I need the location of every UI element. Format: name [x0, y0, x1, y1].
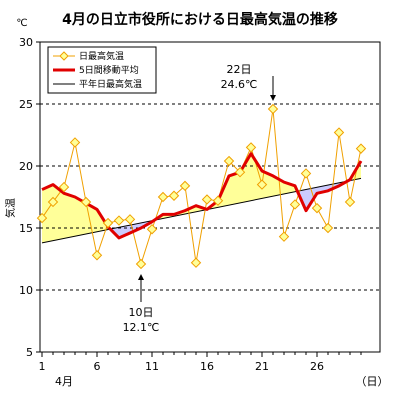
daily-max-point: [135, 258, 147, 270]
x-tick-label: 21: [255, 360, 269, 373]
daily-max-point: [69, 137, 81, 148]
annotation-arrow-head: [138, 273, 144, 280]
daily-max-point: [102, 217, 114, 229]
daily-max-point: [267, 103, 279, 115]
legend-label: 5日間移動平均: [79, 64, 139, 76]
daily-max-point: [36, 212, 48, 224]
deviation-fill: [262, 170, 273, 199]
legend-label: 平年日最高気温: [79, 78, 142, 90]
y-tick-label: 10: [19, 284, 33, 297]
x-tick-label: 16: [200, 360, 214, 373]
daily-max-point: [201, 194, 213, 205]
daily-max-point: [190, 257, 202, 268]
legend-marker-daily: [59, 51, 69, 61]
daily-max-point: [311, 202, 323, 214]
y-tick-label: 30: [19, 36, 33, 49]
annotation-date: 22日: [227, 63, 252, 76]
y-tick-label: 5: [26, 346, 33, 359]
daily-max-point: [212, 195, 224, 206]
y-tick-label: 20: [19, 160, 33, 173]
moving-average-line: [41, 152, 363, 240]
deviation-fill: [229, 172, 240, 206]
annotation-value: 24.6℃: [221, 78, 258, 91]
deviation-fill: [119, 225, 130, 238]
daily-max-point: [80, 196, 92, 208]
daily-max-point: [58, 181, 70, 193]
daily-max-point: [289, 199, 301, 210]
y-tick-label: 15: [19, 222, 33, 235]
daily-max-point: [245, 142, 257, 153]
daily-max-point: [234, 166, 246, 178]
x-tick-label: 6: [94, 360, 101, 373]
x-tick-label: 1: [39, 360, 46, 373]
deviation-fill: [240, 153, 251, 203]
x-axis-unit: （日）: [356, 375, 389, 388]
daily-max-point: [157, 191, 169, 203]
daily-max-point: [333, 127, 345, 138]
daily-max-point: [146, 224, 158, 235]
deviation-fill: [86, 203, 97, 234]
normal-temperature-line: [41, 177, 362, 244]
deviation-fill: [42, 184, 53, 243]
deviation-fill: [75, 197, 86, 237]
daily-max-point: [124, 214, 136, 225]
daily-max-point: [168, 190, 180, 201]
daily-max-point: [300, 168, 312, 179]
daily-max-point: [256, 179, 268, 190]
daily-max-point: [91, 250, 103, 261]
x-month-label: 4月: [55, 375, 73, 388]
daily-max-point: [113, 215, 125, 226]
daily-max-point: [322, 222, 334, 234]
daily-max-point: [278, 231, 290, 242]
chart-title: 4月の日立市役所における日最高気温の推移: [62, 11, 338, 28]
annotation-arrow-head: [270, 94, 276, 101]
daily-max-point: [179, 180, 191, 192]
legend-label: 日最高気温: [79, 50, 124, 62]
grid-layer: [40, 103, 380, 291]
daily-max-point: [355, 143, 367, 154]
x-tick-label: 26: [310, 360, 324, 373]
y-axis-label: 気温: [4, 198, 17, 218]
daily-max-line: [41, 108, 362, 266]
deviation-fill: [251, 153, 262, 201]
annotation-date: 10日: [129, 306, 154, 319]
x-tick-label: 11: [145, 360, 159, 373]
series-layer: [36, 103, 367, 270]
annotation-value: 12.1℃: [123, 321, 160, 334]
annotation-layer: 22日 24.6℃ 10日 12.1℃: [123, 63, 276, 334]
y-tick-label: 25: [19, 98, 33, 111]
plot-frame: [39, 41, 381, 353]
daily-max-point: [223, 155, 235, 167]
y-axis-unit: ℃: [16, 18, 27, 29]
daily-max-point: [47, 196, 59, 208]
daily-max-point: [344, 196, 356, 208]
deviation-fill: [64, 193, 75, 239]
